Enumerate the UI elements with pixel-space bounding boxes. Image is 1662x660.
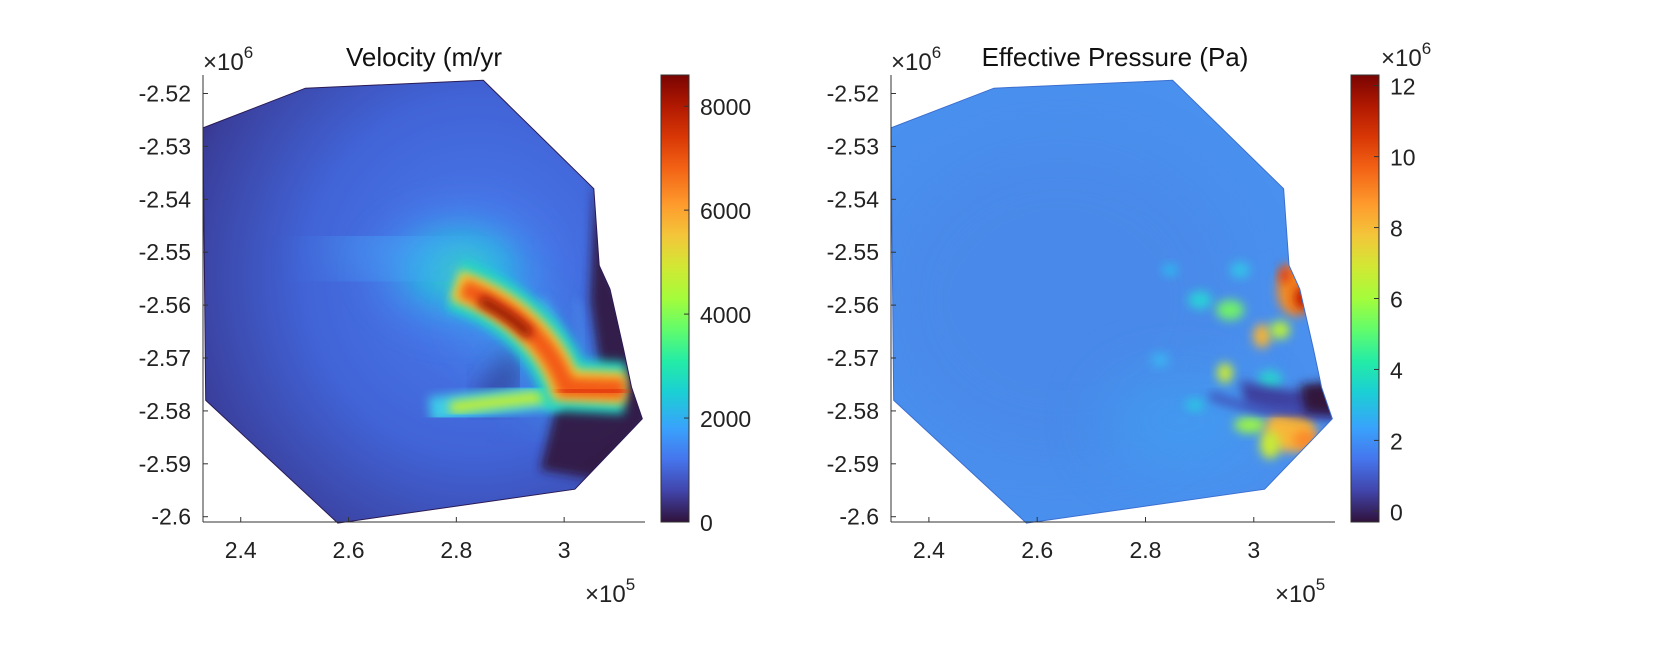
y-tick-label: -2.57 (139, 345, 191, 371)
velocity-title: Velocity (m/yr (346, 42, 502, 72)
colorbar-tick-label: 10 (1390, 145, 1416, 171)
y-tick-label: -2.54 (827, 186, 880, 212)
y-tick-label: -2.59 (827, 451, 879, 477)
y-tick-label: -2.55 (139, 239, 191, 265)
x-multiplier-exponent: 5 (1316, 575, 1325, 594)
pressure-axes: -2.52 -2.53 -2.54 -2.55 -2.56 -2.57 -2.58 -2.59… (827, 75, 1335, 563)
velocity-colorbar: 0 2000 4000 6000 8000 (660, 74, 751, 536)
x-tick-label: 2.4 (225, 537, 257, 563)
x-multiplier-exponent: 5 (626, 575, 635, 594)
pressure-field (891, 80, 1333, 524)
pressure-y-multiplier: ×106 (891, 43, 941, 76)
y-tick-label: -2.6 (151, 504, 191, 530)
y-tick-label: -2.56 (139, 292, 191, 318)
y-tick-label: -2.54 (139, 186, 192, 212)
velocity-domain-outline (202, 79, 643, 524)
x-tick-label: 3 (1247, 537, 1260, 563)
y-tick-label: -2.52 (827, 81, 879, 107)
pressure-domain-outline (890, 79, 1333, 524)
colorbar-tick-label: 4 (1390, 357, 1403, 383)
velocity-panel: -2.52 -2.53 -2.54 -2.55 -2.56 -2.57 -2.58 -2.59… (139, 42, 752, 608)
velocity-field (203, 80, 643, 524)
x-tick-label: 2.4 (913, 537, 945, 563)
colorbar-tick-label: 6 (1390, 287, 1403, 313)
x-tick-label: 2.8 (440, 537, 472, 563)
x-multiplier-text: ×105 (1275, 575, 1325, 608)
velocity-axes: -2.52 -2.53 -2.54 -2.55 -2.56 -2.57 -2.58 -2.59… (139, 75, 645, 563)
y-multiplier-exponent: 6 (932, 43, 941, 62)
pressure-x-multiplier: ×105 (1275, 575, 1325, 608)
y-tick-label: -2.53 (827, 133, 879, 159)
y-tick-label: -2.6 (839, 504, 879, 530)
y-tick-label: -2.53 (139, 133, 191, 159)
y-tick-label: -2.59 (139, 451, 191, 477)
colorbar-gradient (660, 74, 690, 523)
pressure-title: Effective Pressure (Pa) (982, 42, 1249, 72)
y-tick-label: -2.56 (827, 292, 879, 318)
pressure-panel: -2.52 -2.53 -2.54 -2.55 -2.56 -2.57 -2.58 -2.59… (827, 39, 1432, 608)
y-tick-label: -2.57 (827, 345, 879, 371)
colorbar-tick-label: 0 (1390, 499, 1403, 525)
y-multiplier-text: ×106 (203, 43, 253, 76)
colorbar-tick-label: 8000 (700, 94, 751, 120)
colorbar-multiplier-exponent: 6 (1422, 39, 1431, 58)
y-multiplier-text: ×106 (891, 43, 941, 76)
x-tick-label: 3 (558, 537, 571, 563)
y-tick-label: -2.52 (139, 81, 191, 107)
colorbar-tick-label: 4000 (700, 302, 751, 328)
x-tick-label: 2.8 (1129, 537, 1161, 563)
colorbar-tick-label: 2 (1390, 428, 1403, 454)
y-tick-label: -2.55 (827, 239, 879, 265)
velocity-x-multiplier: ×105 (585, 575, 635, 608)
y-multiplier-exponent: 6 (244, 43, 253, 62)
colorbar-tick-label: 0 (700, 510, 713, 536)
colorbar-tick-label: 8 (1390, 216, 1403, 242)
velocity-y-multiplier: ×106 (203, 43, 253, 76)
colorbar-tick-label: 6000 (700, 198, 751, 224)
x-multiplier-text: ×105 (585, 575, 635, 608)
colorbar-tick-label: 12 (1390, 74, 1416, 100)
pressure-colorbar: 0 2 4 6 8 10 12×106 (1350, 39, 1431, 525)
colorbar-tick-label: 2000 (700, 406, 751, 432)
y-tick-label: -2.58 (827, 398, 879, 424)
colorbar-multiplier-text: ×106 (1381, 39, 1431, 72)
x-tick-label: 2.6 (333, 537, 365, 563)
y-tick-label: -2.58 (139, 398, 191, 424)
x-tick-label: 2.6 (1021, 537, 1053, 563)
